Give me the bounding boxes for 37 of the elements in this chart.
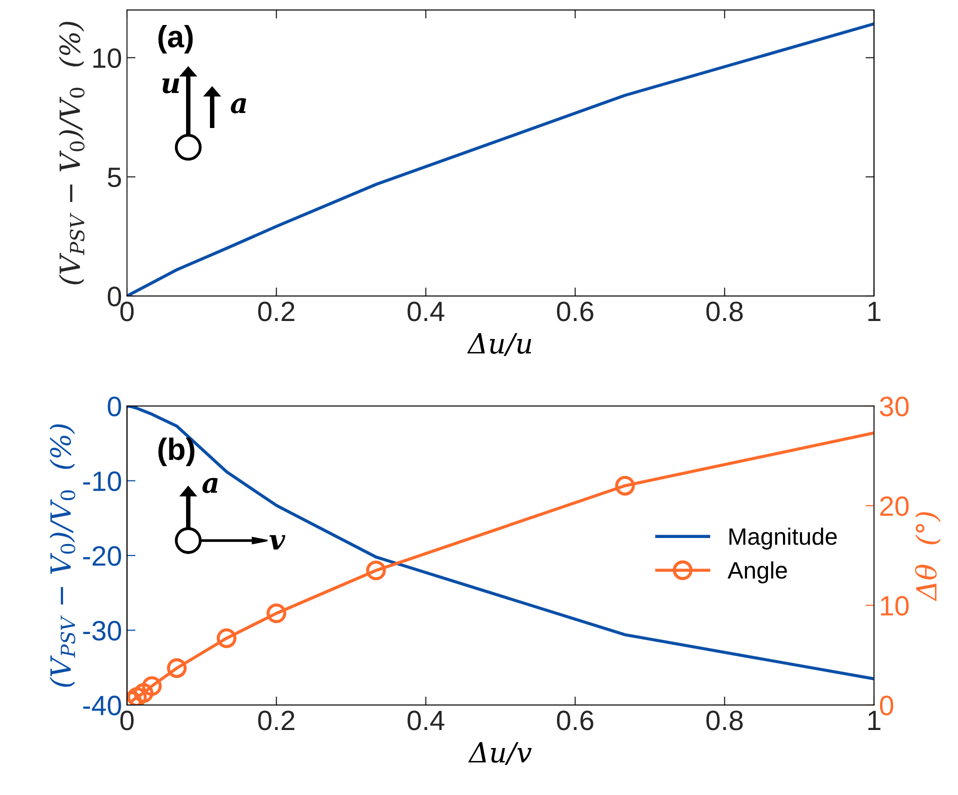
- y-tick-label: 0: [108, 286, 122, 306]
- y-tick-label: -20: [83, 546, 122, 566]
- annotation: (b): [158, 438, 194, 466]
- annotation: u: [162, 78, 180, 94]
- x-tick-label: 1: [868, 710, 880, 730]
- x-tick-label: 0.6: [556, 302, 594, 322]
- y-tick-label: 10: [93, 48, 122, 68]
- y2-tick-label: 20: [880, 496, 909, 516]
- x-tick-label: 0.6: [556, 710, 594, 730]
- x-tick-label: 0.4: [408, 710, 444, 730]
- x-tick-label: 0: [120, 710, 134, 730]
- x-tick-label: 0.8: [706, 710, 743, 730]
- x-tick-label: 0: [120, 302, 134, 322]
- y2-tick-label: 0: [880, 696, 894, 716]
- annotation: a: [230, 98, 246, 114]
- y-axis-title: (V$_{PSV}$ − V$_{0}$)/V$_{0}$ (%): [50, 424, 76, 687]
- annotation: (a): [158, 25, 193, 54]
- x-tick-label: 0.2: [258, 710, 294, 730]
- y2-tick-label: 10: [880, 596, 909, 616]
- y-tick-label: -40: [83, 696, 122, 716]
- y-tick-label: -30: [83, 620, 122, 641]
- annotation: v: [270, 535, 286, 550]
- legend-label: Magnitude: [729, 528, 837, 550]
- x-tick-label: 0.2: [258, 302, 294, 322]
- x-tick-label: 1: [868, 302, 880, 321]
- x-axis-title: Δu/v: [468, 742, 532, 765]
- y-tick-label: -10: [83, 471, 122, 492]
- x-tick-label: 0.4: [408, 302, 444, 322]
- x-tick-label: 0.8: [706, 302, 743, 322]
- x-axis-title: Δu/u: [467, 333, 532, 356]
- annotation: a: [202, 478, 218, 494]
- y-tick-label: 0: [108, 396, 122, 416]
- y-tick-label: 5: [108, 168, 121, 188]
- y2-tick-label: 30: [880, 396, 909, 416]
- y-axis-title: (V$_{PSV}$ − V$_{0}$)/V$_{0}$ (%): [58, 22, 85, 284]
- legend-label: Angle: [728, 561, 787, 584]
- y2-axis-title: Δθ (°): [915, 512, 941, 602]
